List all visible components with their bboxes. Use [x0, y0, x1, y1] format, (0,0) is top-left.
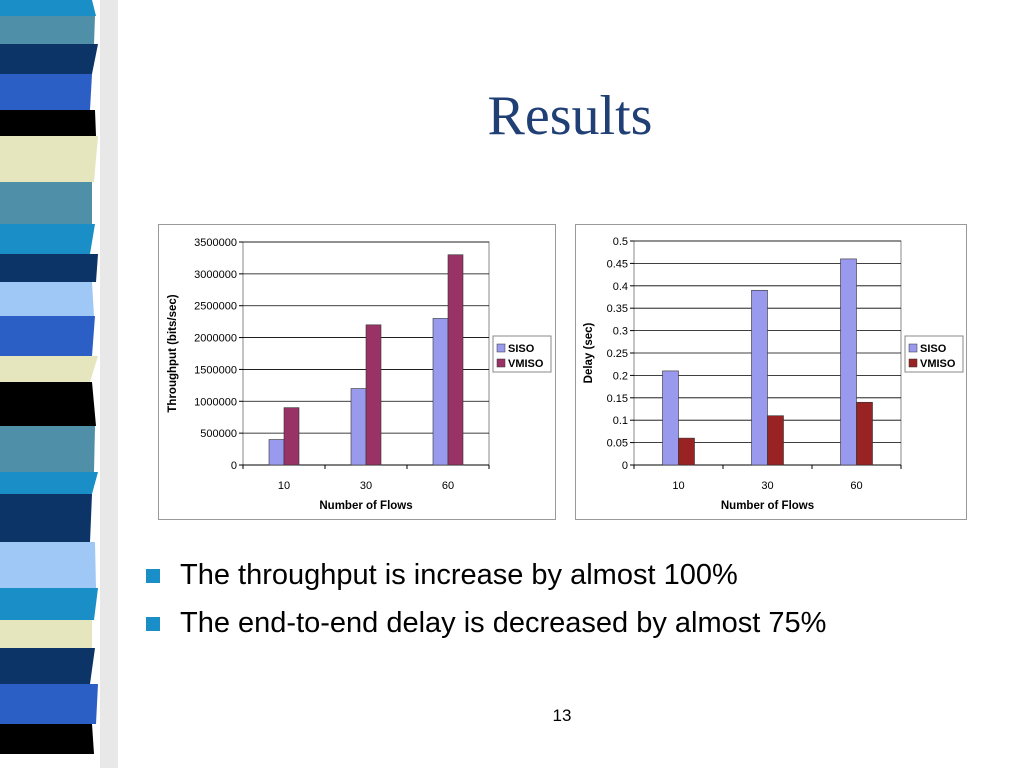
delay-chart: 0 0.05 0.1 0.15 0.2 0.25 0.3 0.35 0.4 0.45 0.5 10 30… — [575, 224, 967, 520]
legend-swatch — [496, 343, 506, 353]
stripe-band — [0, 16, 95, 44]
y-axis-label: Delay (sec) — [583, 322, 595, 383]
x-tick-label: 30 — [761, 480, 773, 492]
x-axis-label: Number of Flows — [721, 500, 814, 512]
throughput-chart: 0 500000 1000000 1500000 2000000 2500000 30000… — [158, 224, 556, 520]
stripe-band — [0, 724, 94, 754]
bar-vmiso — [678, 437, 695, 466]
legend-swatch — [908, 358, 918, 368]
bar-vmiso — [767, 415, 784, 466]
stripe-band — [0, 136, 98, 182]
legend: SISO VMISO — [904, 335, 964, 373]
stripe-band — [0, 356, 98, 382]
stripe-band — [0, 224, 95, 254]
bar-vmiso — [283, 407, 300, 466]
y-tick-label: 0.15 — [607, 393, 628, 405]
y-tick-label: 0.35 — [607, 303, 628, 315]
stripe-band — [0, 472, 98, 494]
x-tick-label: 60 — [442, 480, 454, 492]
y-tick-label: 500000 — [200, 428, 237, 440]
page-number: 13 — [552, 706, 572, 725]
legend-label: SISO — [508, 343, 535, 355]
stripe-band — [0, 588, 98, 620]
legend: SISO VMISO — [492, 335, 552, 373]
stripe-band — [0, 382, 96, 426]
stripe-band — [0, 648, 95, 684]
legend-swatch — [908, 343, 918, 353]
legend-label: VMISO — [920, 358, 956, 370]
x-tick-label: 60 — [850, 480, 862, 492]
bullet-item: The end-to-end delay is decreased by alm… — [146, 604, 826, 652]
decorative-stripe — [0, 0, 118, 768]
legend-swatch — [496, 358, 506, 368]
x-tick-label: 30 — [360, 480, 372, 492]
stripe-band — [0, 316, 95, 356]
stripe-band — [0, 74, 92, 110]
bar-siso — [840, 258, 857, 466]
legend-label: VMISO — [508, 358, 544, 370]
stripe-band — [0, 282, 94, 316]
y-tick-label: 0.4 — [613, 281, 628, 293]
bullet-text: The end-to-end delay is decreased by alm… — [180, 607, 827, 639]
stripe-band — [0, 620, 92, 648]
legend-label: SISO — [920, 343, 947, 355]
stripe-band — [0, 254, 98, 282]
bar-siso — [751, 289, 768, 466]
bar-siso — [350, 388, 367, 466]
y-tick-label: 0.5 — [613, 236, 628, 248]
y-tick-label: 0.3 — [613, 326, 628, 338]
stripe-band — [0, 182, 92, 224]
bullet-square-icon — [146, 569, 160, 583]
y-tick-label: 0.1 — [613, 415, 628, 427]
x-axis-label: Number of Flows — [319, 500, 412, 512]
stripe-shadow — [100, 0, 118, 768]
y-tick-label: 1500000 — [194, 364, 237, 376]
stripe-band — [0, 494, 92, 542]
stripe-band — [0, 426, 95, 472]
stripe-band — [0, 44, 98, 74]
bar-vmiso — [447, 254, 464, 466]
y-tick-label: 1000000 — [194, 396, 237, 408]
slide-title: Results — [487, 85, 653, 147]
stripe-band — [0, 542, 96, 588]
y-tick-label: 0.2 — [613, 370, 628, 382]
bar-siso — [268, 439, 285, 466]
y-tick-label: 3000000 — [194, 269, 237, 281]
y-tick-label: 0.05 — [607, 438, 628, 450]
y-tick-label: 2000000 — [194, 333, 237, 345]
bullet-square-icon — [146, 617, 160, 631]
y-tick-label: 0.45 — [607, 258, 628, 270]
bar-siso — [662, 370, 679, 466]
bar-vmiso — [856, 401, 873, 466]
bar-siso — [432, 318, 449, 466]
y-tick-label: 0 — [622, 460, 628, 472]
x-tick-label: 10 — [672, 480, 684, 492]
y-axis-label: Throughput (bits/sec) — [167, 294, 179, 412]
y-tick-label: 2500000 — [194, 301, 237, 313]
stripe-band — [0, 0, 96, 16]
x-tick-label: 10 — [278, 480, 290, 492]
bar-vmiso — [365, 324, 382, 466]
y-tick-label: 0.25 — [607, 348, 628, 360]
bullet-item: The throughput is increase by almost 100… — [146, 556, 826, 604]
bullet-text: The throughput is increase by almost 100… — [180, 559, 738, 591]
stripe-band — [0, 684, 98, 724]
y-tick-label: 0 — [231, 460, 237, 472]
bullet-list: The throughput is increase by almost 100… — [146, 556, 826, 652]
stripe-band — [0, 110, 96, 136]
y-tick-label: 3500000 — [194, 237, 237, 249]
